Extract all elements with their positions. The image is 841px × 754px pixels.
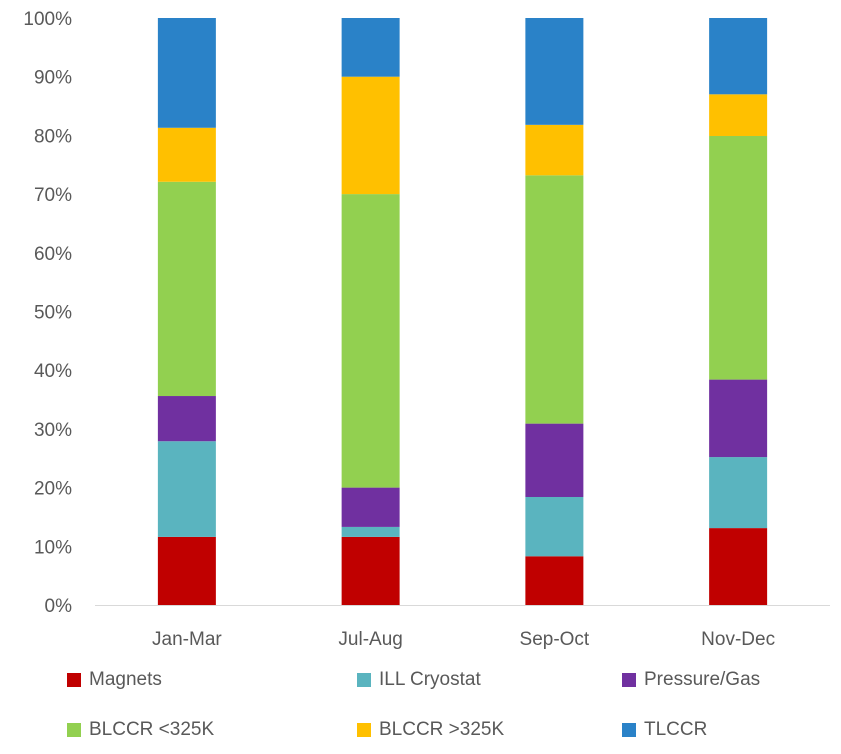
legend-label: Pressure/Gas bbox=[644, 669, 761, 690]
legend-item: BLCCR >325K bbox=[357, 718, 504, 742]
legend-label: BLCCR <325K bbox=[89, 719, 215, 740]
bar-segment bbox=[341, 487, 400, 527]
legend-item: Pressure/Gas bbox=[622, 668, 760, 692]
bar-segment bbox=[341, 526, 400, 537]
y-tick-label: 100% bbox=[23, 9, 72, 30]
x-tick-label: Nov-Dec bbox=[701, 629, 775, 650]
legend-label: BLCCR >325K bbox=[379, 719, 505, 740]
legend-label: Magnets bbox=[89, 669, 162, 690]
bar-segment bbox=[709, 94, 768, 136]
legend-item: BLCCR <325K bbox=[67, 718, 214, 742]
legend-label: TLCCR bbox=[644, 719, 708, 740]
bar-segment bbox=[525, 124, 584, 176]
bar-segment bbox=[709, 135, 768, 380]
x-tick-label: Sep-Oct bbox=[520, 629, 590, 650]
bar-segment bbox=[341, 76, 400, 195]
y-tick-label: 70% bbox=[34, 185, 72, 206]
legend-swatch bbox=[357, 673, 371, 687]
bar-segment bbox=[157, 396, 216, 442]
x-axis: Jan-Mar Jul-Aug Sep-Oct Nov-Dec bbox=[152, 629, 775, 650]
y-tick-label: 80% bbox=[34, 126, 72, 147]
y-tick-label: 10% bbox=[34, 537, 72, 558]
y-tick-label: 60% bbox=[34, 244, 72, 265]
bar-segment bbox=[525, 556, 584, 605]
bar-segment bbox=[709, 457, 768, 529]
legend-swatch bbox=[357, 723, 371, 737]
legend-item: ILL Cryostat bbox=[357, 668, 481, 692]
y-tick-label: 50% bbox=[34, 303, 72, 324]
legend-item: Magnets bbox=[67, 668, 162, 692]
legend-swatch bbox=[622, 673, 636, 687]
x-tick-label: Jan-Mar bbox=[152, 629, 222, 650]
y-tick-label: 0% bbox=[45, 596, 73, 617]
bar-segment bbox=[525, 175, 584, 424]
bar-segment bbox=[341, 194, 400, 488]
y-tick-label: 20% bbox=[34, 479, 72, 500]
bar-segment bbox=[157, 181, 216, 397]
bar-segment bbox=[709, 379, 768, 458]
bar-segment bbox=[709, 18, 768, 95]
legend-swatch bbox=[67, 723, 81, 737]
bar-segment bbox=[157, 18, 216, 128]
bar-segment bbox=[525, 18, 584, 125]
bars bbox=[157, 18, 768, 605]
bar-segment bbox=[157, 441, 216, 537]
y-tick-label: 40% bbox=[34, 361, 72, 382]
legend-item: TLCCR bbox=[622, 718, 707, 742]
bar-segment bbox=[525, 496, 584, 557]
bar-segment bbox=[341, 536, 400, 605]
bar-segment bbox=[341, 18, 400, 77]
y-axis: 0% 10% 20% 30% 40% 50% 60% 70% 80% 90% 100% bbox=[23, 9, 72, 617]
bar-segment bbox=[157, 127, 216, 182]
legend-swatch bbox=[622, 723, 636, 737]
legend-swatch bbox=[67, 673, 81, 687]
legend-label: ILL Cryostat bbox=[379, 669, 481, 690]
bar-segment bbox=[525, 423, 584, 497]
bar-segment bbox=[157, 536, 216, 605]
y-tick-label: 90% bbox=[34, 68, 72, 89]
y-tick-label: 30% bbox=[34, 420, 72, 441]
x-tick-label: Jul-Aug bbox=[338, 629, 402, 650]
bar-segment bbox=[709, 528, 768, 605]
